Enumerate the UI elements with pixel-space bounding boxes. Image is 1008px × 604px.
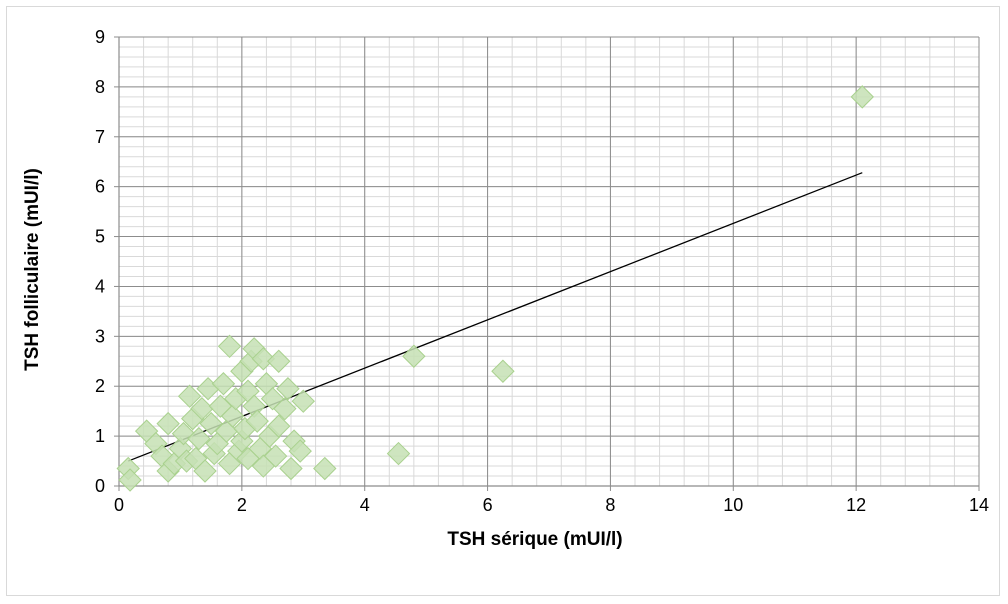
data-point — [276, 377, 300, 401]
data-point — [291, 389, 315, 413]
y-tick-label: 1 — [95, 426, 105, 446]
data-point — [267, 349, 291, 373]
data-point — [313, 456, 337, 481]
data-point — [217, 334, 242, 359]
major-gridlines — [119, 36, 980, 486]
y-tick-label: 2 — [95, 376, 105, 396]
data-point — [156, 411, 180, 436]
y-tick-label: 8 — [95, 77, 105, 97]
y-tick-label: 4 — [95, 276, 105, 296]
data-point — [402, 344, 426, 368]
axes — [114, 36, 980, 491]
data-point — [263, 444, 288, 468]
x-tick-label: 0 — [114, 495, 124, 515]
data-point — [288, 439, 312, 463]
data-point — [386, 441, 411, 466]
minor-gridlines — [119, 37, 979, 486]
data-point — [193, 459, 217, 483]
data-point — [245, 409, 269, 433]
x-tick-label: 14 — [969, 495, 989, 515]
data-point — [251, 347, 276, 371]
x-axis-title: TSH sérique (mUI/l) — [447, 529, 622, 550]
y-axis-title: TSH folliculaire (mUI/l) — [22, 168, 43, 371]
data-point — [118, 468, 142, 492]
data-point — [187, 426, 211, 451]
x-tick-label: 2 — [237, 495, 247, 515]
y-tick-label: 3 — [95, 326, 105, 346]
y-tick-label: 5 — [95, 227, 105, 247]
chart-frame — [6, 6, 1000, 596]
x-tick-label: 4 — [360, 495, 370, 515]
data-point — [279, 456, 303, 481]
data-point — [199, 411, 223, 436]
x-tick-label: 10 — [723, 495, 743, 515]
data-point — [267, 414, 291, 438]
data-point — [273, 396, 297, 421]
y-tick-label: 6 — [95, 177, 105, 197]
data-points — [116, 85, 874, 492]
x-tick-label: 6 — [483, 495, 493, 515]
y-tick-label: 9 — [95, 27, 105, 47]
data-point — [190, 396, 214, 421]
data-point — [177, 384, 202, 408]
y-tick-label: 0 — [95, 476, 105, 496]
y-tick-labels: 0 1 2 3 4 5 6 7 8 9 — [95, 27, 105, 496]
data-point — [211, 372, 236, 396]
x-tick-label: 8 — [605, 495, 615, 515]
data-point — [220, 404, 245, 428]
x-tick-labels: 0 2 4 6 8 10 12 14 — [114, 495, 989, 515]
data-point — [850, 85, 874, 109]
x-tick-label: 12 — [846, 495, 866, 515]
y-tick-label: 7 — [95, 127, 105, 147]
data-point — [491, 359, 515, 383]
